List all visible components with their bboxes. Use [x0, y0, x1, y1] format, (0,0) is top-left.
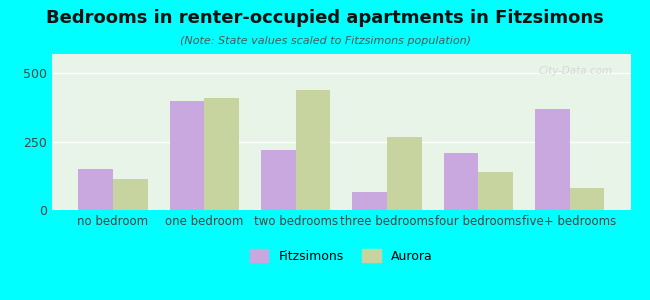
Bar — [569, 188, 604, 210]
Bar — [352, 192, 387, 210]
Text: (Note: State values scaled to Fitzsimons population): (Note: State values scaled to Fitzsimons… — [179, 36, 471, 46]
Bar — [478, 172, 513, 210]
Bar — [170, 100, 204, 210]
Bar — [387, 137, 422, 210]
Bar — [78, 169, 113, 210]
Text: City-Data.com: City-Data.com — [539, 67, 613, 76]
Bar — [535, 109, 569, 210]
Legend: Fitzsimons, Aurora: Fitzsimons, Aurora — [243, 243, 439, 269]
Bar — [296, 90, 330, 210]
Bar — [204, 98, 239, 210]
Bar — [113, 178, 148, 210]
Bar — [443, 152, 478, 210]
Text: Bedrooms in renter-occupied apartments in Fitzsimons: Bedrooms in renter-occupied apartments i… — [46, 9, 604, 27]
Bar — [261, 150, 296, 210]
